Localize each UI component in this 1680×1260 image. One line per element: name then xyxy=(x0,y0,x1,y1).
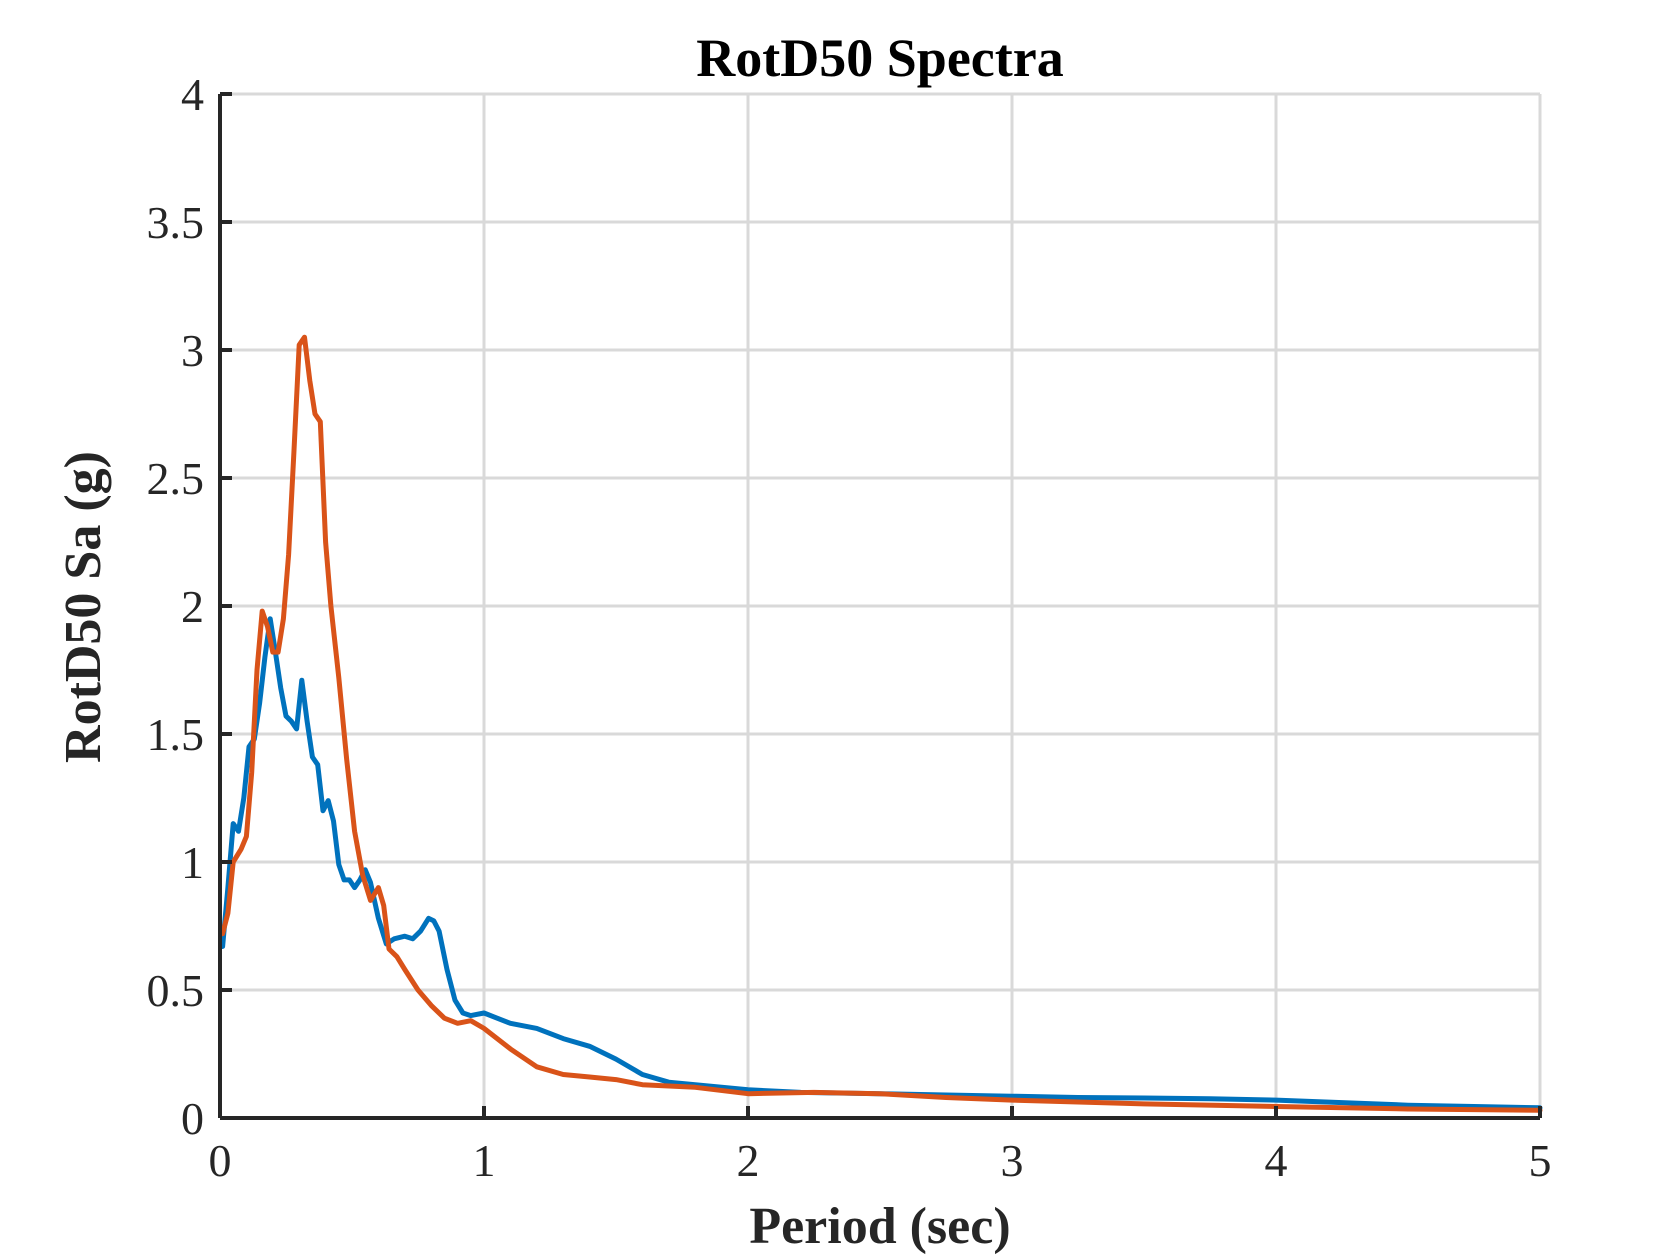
x-tick-label: 1 xyxy=(473,1135,496,1186)
x-tick-label: 0 xyxy=(209,1135,232,1186)
x-tick-label: 3 xyxy=(1001,1135,1024,1186)
y-axis-label: RotD50 Sa (g) xyxy=(55,451,112,763)
y-tick-label: 3 xyxy=(181,325,204,376)
y-tick-label: 4 xyxy=(181,69,204,120)
y-tick-label: 0 xyxy=(181,1093,204,1144)
axes xyxy=(218,92,1542,1120)
x-tick-label: 2 xyxy=(737,1135,760,1186)
series-line-2 xyxy=(220,334,1543,1113)
y-tick-label: 1 xyxy=(181,837,204,888)
y-tick-label: 2 xyxy=(181,581,204,632)
x-tick-label: 5 xyxy=(1529,1135,1552,1186)
series-group xyxy=(220,334,1543,1113)
x-axis-label: Period (sec) xyxy=(749,1198,1010,1255)
x-tick-label: 4 xyxy=(1265,1135,1288,1186)
tick-labels: 0 1 2 3 4 5 0 0.5 1 1.5 2 2.5 3 3.5 4 xyxy=(147,69,1552,1186)
grid xyxy=(220,92,1542,1118)
y-tick-label: 3.5 xyxy=(147,197,205,248)
chart-title: RotD50 Spectra xyxy=(696,28,1063,88)
y-tick-label: 0.5 xyxy=(147,965,205,1016)
y-tick-label: 2.5 xyxy=(147,453,205,504)
y-tick-label: 1.5 xyxy=(147,709,205,760)
